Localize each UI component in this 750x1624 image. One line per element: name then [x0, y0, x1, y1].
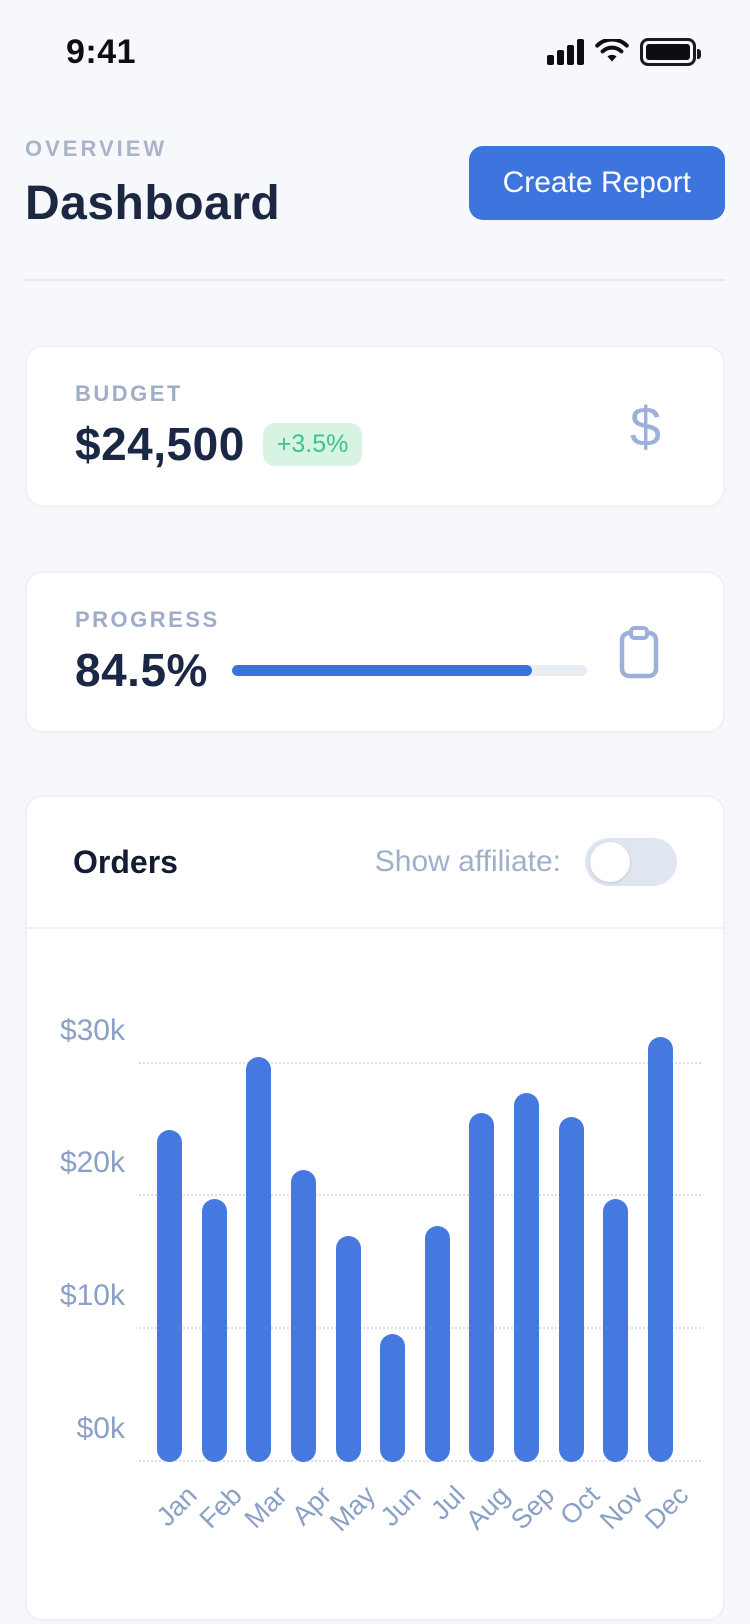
x-label-Jun: Jun: [374, 1480, 427, 1533]
wifi-icon: [595, 39, 629, 62]
budget-label: BUDGET: [75, 381, 183, 406]
bar-May: [335, 1236, 361, 1462]
x-label-Aug: Aug: [460, 1480, 516, 1536]
chart-plot-area: $30k $20k $10k $0k: [60, 1014, 701, 1462]
bar-Nov: [603, 1199, 629, 1462]
show-affiliate-toggle[interactable]: [585, 838, 677, 886]
y-tick-label: $10k: [59, 1279, 125, 1313]
gridline-$0k: [139, 1460, 701, 1462]
gridline-$20k: [139, 1194, 701, 1197]
toggle-knob: [590, 842, 630, 882]
bars-group: [147, 1017, 683, 1462]
progress-value: 84.5%: [75, 644, 208, 696]
budget-delta-badge: +3.5%: [262, 422, 363, 466]
x-label-Nov: Nov: [594, 1480, 650, 1536]
bar-Apr: [290, 1170, 316, 1462]
x-label-Oct: Oct: [553, 1480, 605, 1531]
bar-Sep: [514, 1093, 539, 1462]
bar-Jul: [424, 1226, 450, 1462]
bar-Mar: [246, 1057, 272, 1462]
status-time: 9:41: [66, 32, 137, 71]
budget-value: $24,500: [75, 418, 245, 470]
orders-title: Orders: [73, 843, 178, 880]
create-report-button[interactable]: Create Report: [468, 146, 725, 220]
x-label-Dec: Dec: [638, 1480, 695, 1536]
bar-Dec: [647, 1037, 673, 1462]
bar-Feb: [201, 1199, 227, 1462]
orders-bar-chart: $30k $20k $10k $0k Jan Feb Mar Apr May Jun Jul Aug…: [27, 929, 723, 1548]
x-label-Apr: Apr: [286, 1480, 338, 1531]
header-divider: [25, 279, 725, 281]
progress-card: PROGRESS 84.5%: [25, 571, 725, 733]
bar-Oct: [558, 1117, 584, 1462]
progress-bar: [231, 664, 587, 676]
y-tick-label: $30k: [59, 1013, 125, 1047]
progress-bar-fill: [231, 664, 532, 676]
x-label-Sep: Sep: [505, 1480, 561, 1536]
dollar-icon: $: [629, 394, 661, 458]
orders-card: Orders Show affiliate: $30k $20k $10k $0k J…: [25, 795, 725, 1621]
x-label-Jul: Jul: [425, 1480, 471, 1526]
gridline-$10k: [139, 1327, 701, 1330]
x-label-Jan: Jan: [151, 1480, 204, 1533]
x-label-Mar: Mar: [238, 1480, 293, 1535]
progress-label: PROGRESS: [75, 607, 220, 632]
battery-icon: [640, 38, 701, 66]
clipboard-icon: [619, 626, 659, 679]
budget-card: BUDGET $24,500 +3.5% $: [25, 345, 725, 507]
gridline-$30k: [139, 1061, 701, 1064]
bar-Jun: [380, 1334, 406, 1462]
status-bar: 9:41: [0, 0, 750, 90]
bar-Aug: [469, 1113, 495, 1462]
y-tick-label: $20k: [59, 1146, 125, 1180]
signal-icon: [547, 39, 584, 65]
status-icons: [547, 38, 701, 66]
bar-Jan: [157, 1130, 182, 1462]
x-label-May: May: [324, 1480, 382, 1538]
orders-card-header: Orders Show affiliate:: [27, 797, 723, 929]
y-tick-label: $0k: [76, 1412, 125, 1445]
x-label-Feb: Feb: [193, 1480, 248, 1535]
overview-eyebrow: OVERVIEW: [25, 136, 168, 161]
page-title: Dashboard: [25, 177, 281, 230]
chart-x-axis-labels: Jan Feb Mar Apr May Jun Jul Aug Sep Oct Nov Dec: [147, 1462, 695, 1548]
page-header: OVERVIEW Dashboard Create Report: [0, 90, 750, 231]
show-affiliate-label: Show affiliate:: [374, 845, 561, 878]
